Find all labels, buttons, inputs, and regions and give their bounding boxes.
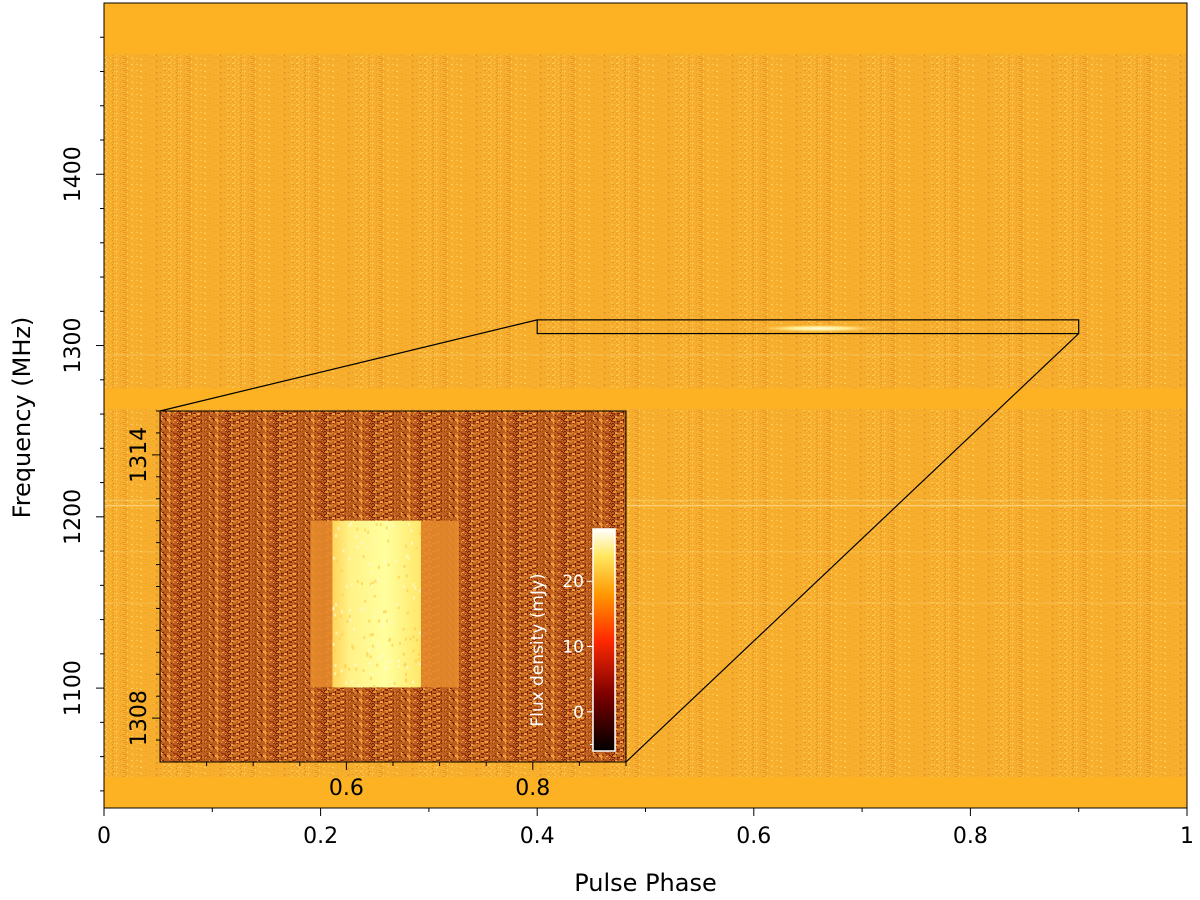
- colorbar: 0 10 20 Flux density (mJy): [528, 528, 616, 752]
- y-axis-title: Frequency (MHz): [8, 317, 36, 519]
- zoom-line-left: [159, 319, 538, 412]
- colorbar-ticks: 0 10 20: [562, 548, 593, 745]
- x-axis: 0 0.2 0.4 0.6 0.8 1: [97, 808, 1194, 849]
- zoom-box: [536, 319, 1080, 335]
- colorbar-gradient: [592, 528, 616, 752]
- inset-x-tick-label: 0.6: [329, 776, 364, 801]
- inset-y-tick-label: 1308: [127, 690, 152, 746]
- inset-pulse-signal: [332, 520, 421, 688]
- colorbar-tick-label: 20: [562, 572, 584, 592]
- inset-pulse-texture: [332, 521, 422, 689]
- masked-band: [104, 3, 1187, 55]
- colorbar-tick-label: 10: [562, 638, 584, 658]
- x-tick-label: 1: [1180, 824, 1194, 849]
- x-tick-label: 0.2: [303, 824, 338, 849]
- rfi-streak: [104, 551, 1187, 553]
- x-axis-title: Pulse Phase: [574, 869, 717, 897]
- y-tick-label: 1100: [61, 660, 86, 716]
- y-tick-label: 1400: [61, 146, 86, 202]
- colorbar-tick-label: 0: [573, 703, 584, 723]
- inset-y-tick-label: 1314: [127, 427, 152, 483]
- y-tick-label: 1200: [61, 489, 86, 545]
- rfi-streak: [104, 354, 1187, 356]
- x-tick-label: 0: [97, 824, 111, 849]
- masked-bands: [104, 3, 1187, 808]
- masked-band: [104, 388, 1187, 409]
- zoom-line-right: [625, 333, 1080, 763]
- y-axis: 1100 1200 1300 1400: [61, 36, 104, 792]
- rfi-streaks: [104, 354, 1187, 604]
- y-tick-label: 1300: [61, 318, 86, 374]
- x-tick-label: 0.6: [736, 824, 771, 849]
- zoom-connector-lines: [159, 319, 1080, 763]
- pulse-signal: [750, 324, 887, 333]
- rfi-streak: [104, 602, 1187, 604]
- rfi-streak: [104, 499, 1187, 502]
- colorbar-label: Flux density (mJy): [528, 573, 548, 726]
- rfi-streak: [104, 504, 1187, 507]
- inset-y-axis: 1308 1314: [127, 410, 160, 746]
- x-tick-label: 0.8: [953, 824, 988, 849]
- inset-x-axis: 0.6 0.8: [206, 762, 627, 801]
- x-tick-label: 0.4: [520, 824, 555, 849]
- masked-band: [104, 777, 1187, 808]
- inset-plot: 0.6 0.8 1308 1314 0 10 20 Flux density (mJy): [127, 410, 627, 801]
- inset-x-tick-label: 0.8: [515, 776, 550, 801]
